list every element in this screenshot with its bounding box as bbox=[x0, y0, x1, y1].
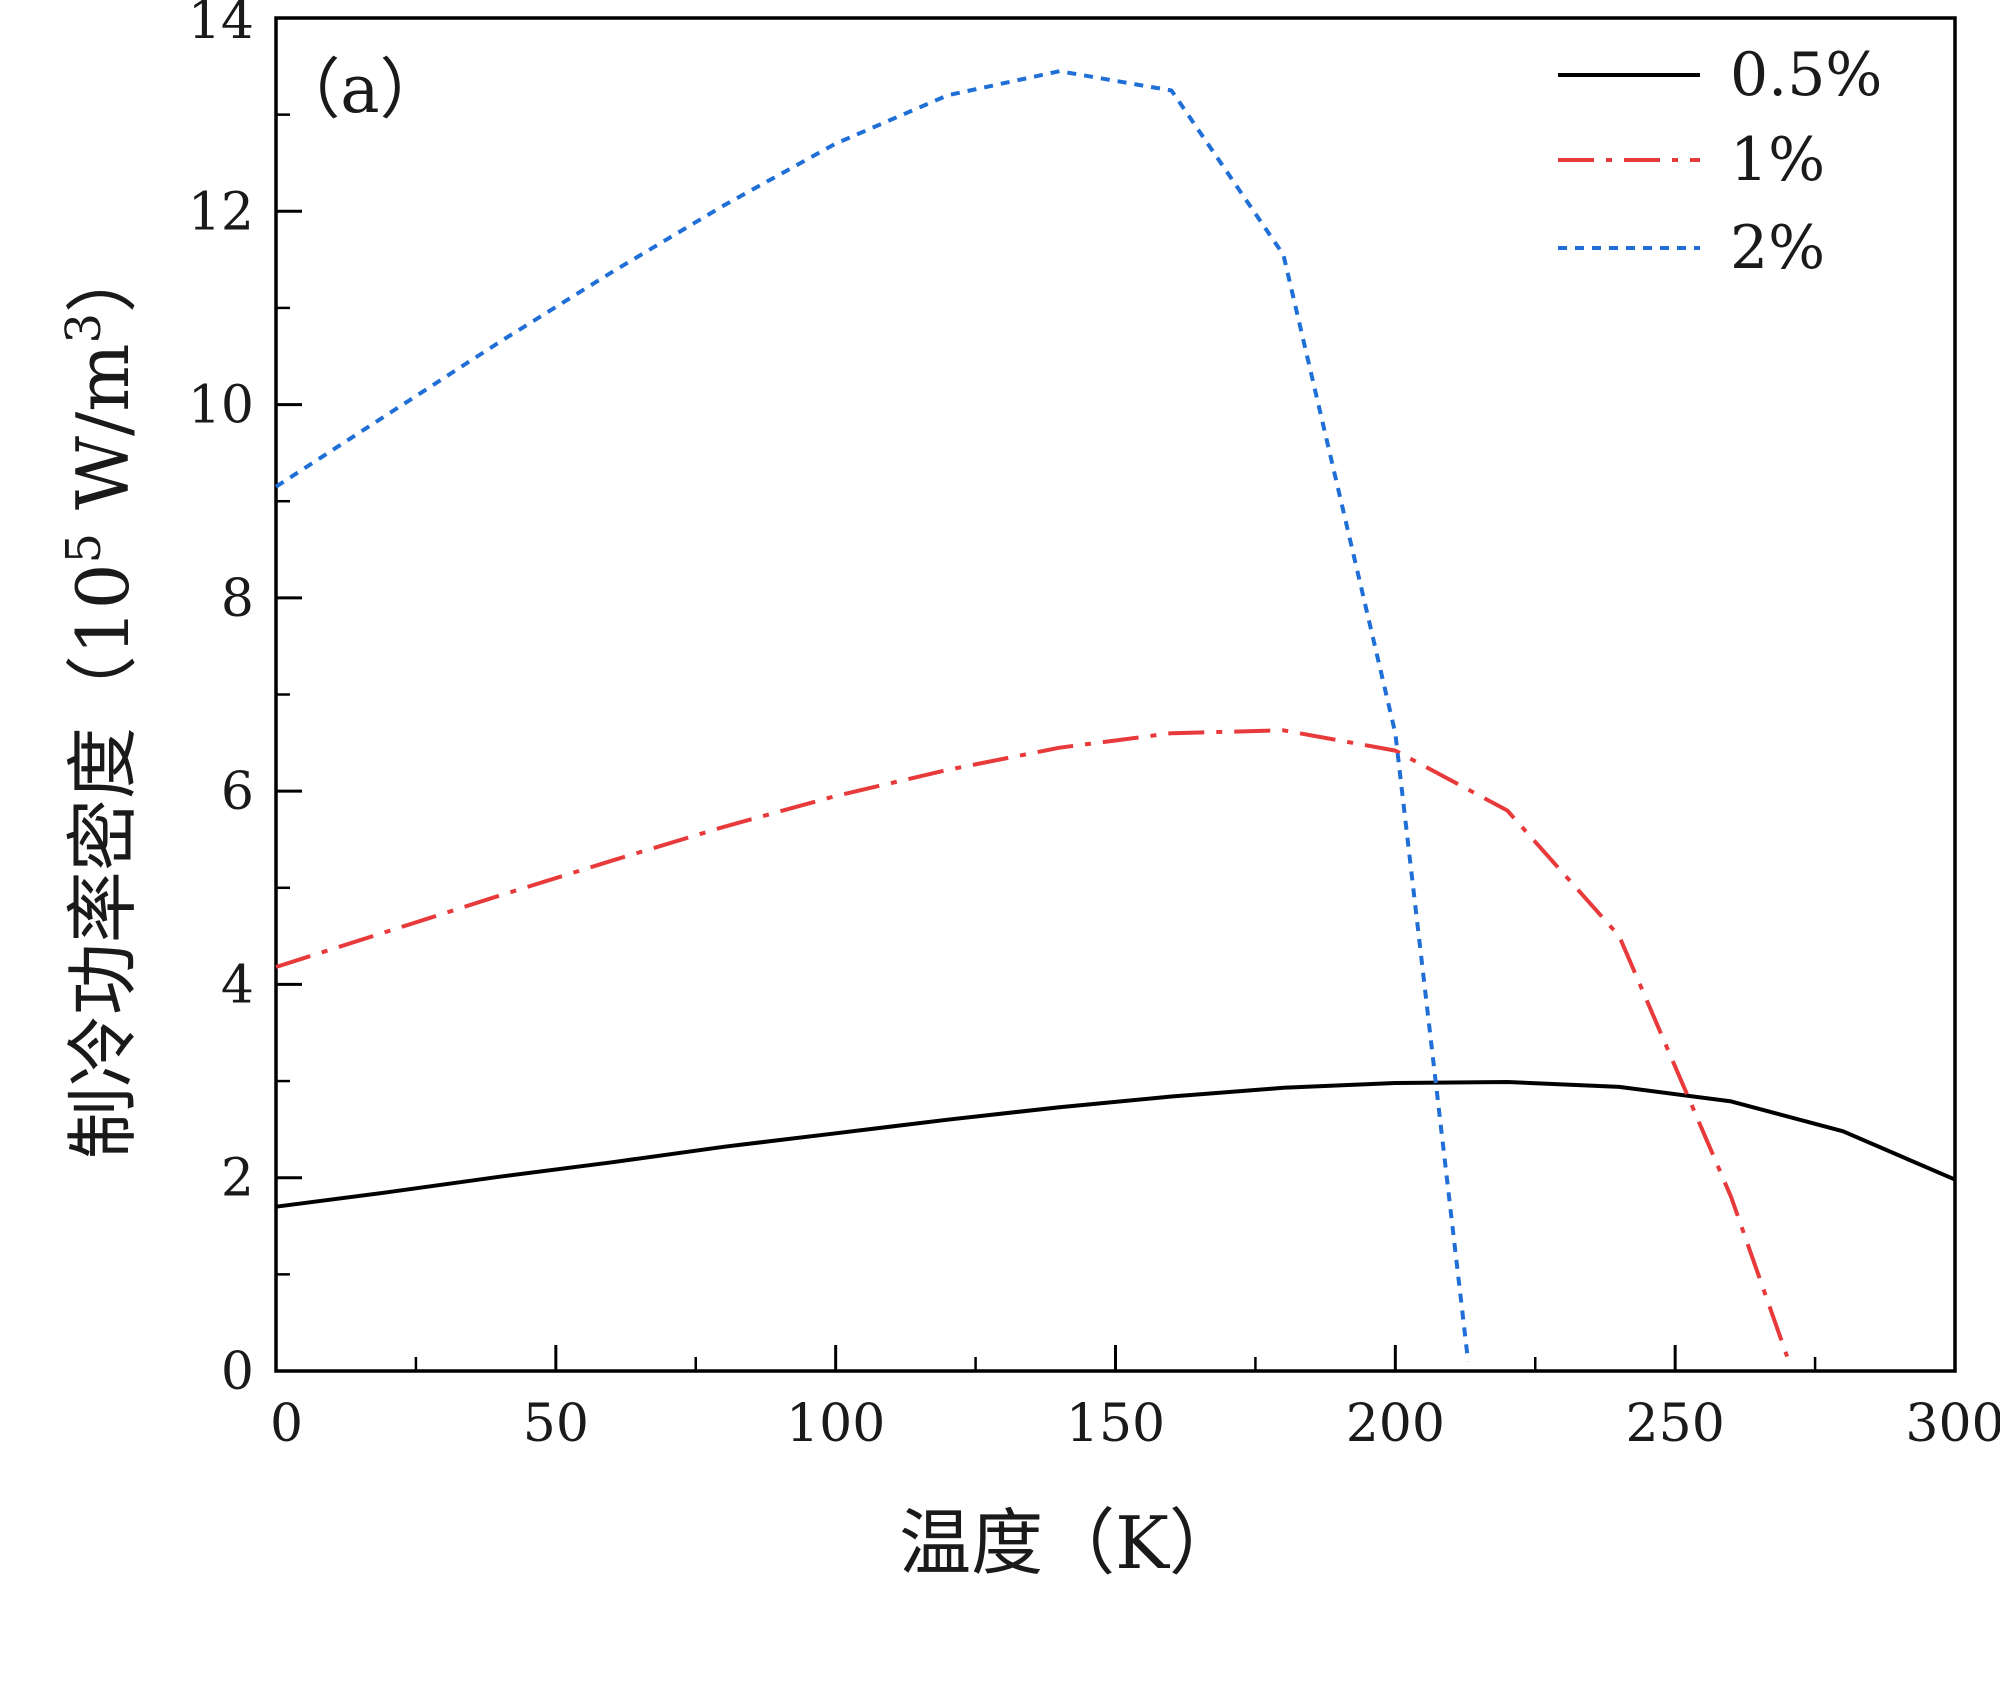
series-line-2pct bbox=[274, 69, 1471, 1362]
y-tick-label: 4 bbox=[221, 955, 254, 1015]
y-axis-title-exp1: 5 bbox=[56, 533, 112, 564]
y-tick-label: 0 bbox=[221, 1342, 254, 1402]
legend: 0.5% 1% 2% bbox=[1558, 40, 1882, 283]
y-tick-label: 8 bbox=[221, 569, 254, 629]
series-line-0-5pct bbox=[275, 1080, 1956, 1209]
panel-label: （a） bbox=[274, 51, 445, 128]
x-tick-label: 100 bbox=[786, 1394, 885, 1454]
legend-label-0-5: 0.5% bbox=[1730, 40, 1882, 110]
x-tick-label: 150 bbox=[1066, 1394, 1165, 1454]
x-axis-ticks: 0 50 100 150 200 250 300 bbox=[270, 1345, 2000, 1454]
y-axis-ticks: 0 2 4 6 8 10 12 14 bbox=[188, 0, 302, 1402]
y-axis-title: 制冷功率密度（105 W/m3） bbox=[56, 241, 145, 1159]
x-tick-label: 0 bbox=[270, 1394, 303, 1454]
y-tick-label: 6 bbox=[221, 762, 254, 822]
y-tick-label: 2 bbox=[221, 1149, 254, 1209]
y-axis-title-prefix: 制冷功率密度（10 bbox=[61, 563, 145, 1159]
y-tick-label: 14 bbox=[188, 0, 254, 51]
x-tick-label: 200 bbox=[1346, 1394, 1445, 1454]
y-tick-label: 12 bbox=[188, 182, 254, 242]
legend-label-2: 2% bbox=[1730, 213, 1825, 283]
x-tick-label: 50 bbox=[523, 1394, 589, 1454]
x-tick-label: 250 bbox=[1626, 1394, 1725, 1454]
series-line-1pct bbox=[275, 728, 1789, 1358]
y-axis-title-mid: W/m bbox=[61, 343, 145, 532]
plot-frame bbox=[274, 16, 1957, 1373]
x-axis-title: 温度（K） bbox=[899, 1501, 1241, 1585]
y-axis-title-exp2: 3 bbox=[56, 313, 112, 344]
y-axis-title-suffix: ） bbox=[61, 241, 145, 313]
x-tick-label: 300 bbox=[1905, 1394, 2000, 1454]
series-lines bbox=[274, 69, 1956, 1362]
legend-label-1: 1% bbox=[1730, 125, 1825, 195]
y-tick-label: 10 bbox=[188, 376, 254, 436]
